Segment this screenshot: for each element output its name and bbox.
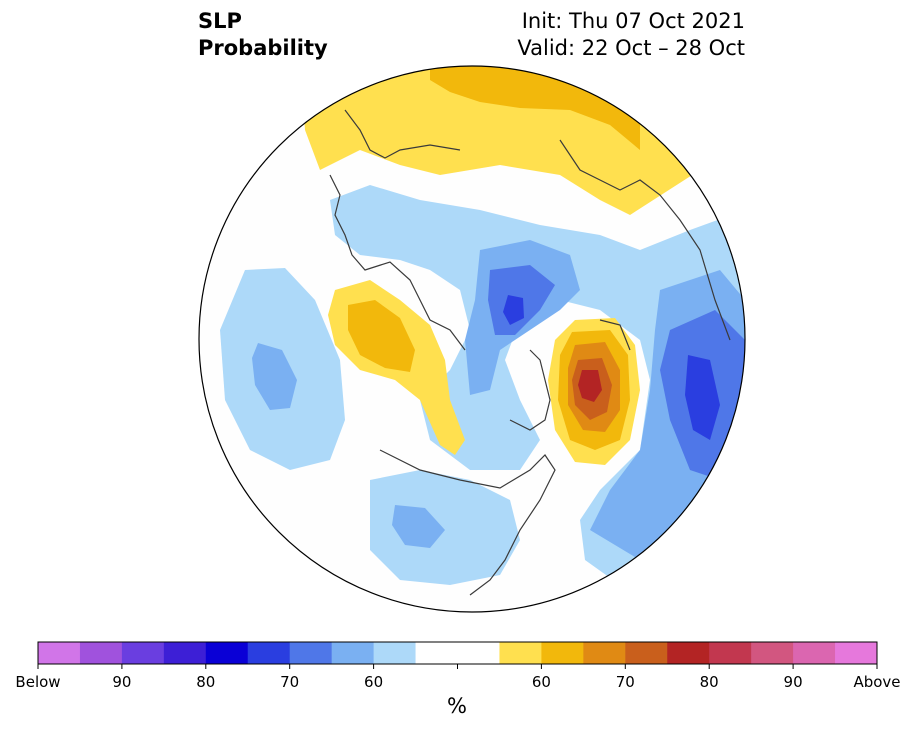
colorbar-tick-label: 80 <box>699 673 719 691</box>
title-right: Init: Thu 07 Oct 2021 Valid: 22 Oct – 28… <box>517 8 745 62</box>
colorbar-cell <box>38 642 81 664</box>
colorbar-cells <box>38 642 878 664</box>
colorbar-cell <box>583 642 626 664</box>
colorbar-tick-label: Above <box>853 673 901 691</box>
colorbar-cell <box>247 642 291 664</box>
colorbar-tick-label: 90 <box>783 673 803 691</box>
coastlines <box>329 109 731 596</box>
colorbar-tick-label: Below <box>15 673 61 691</box>
colorbar-cell <box>457 642 500 664</box>
title-left: SLP Probability <box>198 8 328 62</box>
product-title: Probability <box>198 36 328 60</box>
colorbar-cell <box>121 642 165 664</box>
colorbar-cell <box>289 642 333 664</box>
colorbar-cell <box>415 642 458 664</box>
colorbar-cell <box>709 642 752 664</box>
colorbar-cell <box>625 642 668 664</box>
colorbar-ticks <box>37 664 878 669</box>
above-80-greenland <box>578 370 602 402</box>
colorbar-tick-label: 60 <box>531 673 551 691</box>
colorbar-cell <box>541 642 584 664</box>
colorbar-cell <box>751 642 794 664</box>
colorbar-tick-label: 70 <box>280 673 300 691</box>
colorbar-cell <box>331 642 375 664</box>
colorbar-cell <box>163 642 207 664</box>
valid-range: Valid: 22 Oct – 28 Oct <box>517 36 745 60</box>
colorbar-tick-label: 90 <box>112 673 132 691</box>
below-65-north-america-core <box>392 505 445 548</box>
below-80-atlantic <box>685 355 720 440</box>
above-65-alaska <box>348 300 415 372</box>
colorbar <box>37 641 878 669</box>
init-date: Init: Thu 07 Oct 2021 <box>521 9 745 33</box>
colorbar-cell <box>667 642 710 664</box>
map-disk-border <box>198 65 746 613</box>
colorbar-tick-label: 80 <box>196 673 216 691</box>
below-80-arctic <box>503 295 524 325</box>
colorbar-cell <box>499 642 542 664</box>
colorbar-cell <box>79 642 123 664</box>
colorbar-cell <box>373 642 417 664</box>
colorbar-unit: % <box>447 694 467 718</box>
below-65-pacific-core <box>252 343 297 410</box>
colorbar-tick-label: 70 <box>615 673 635 691</box>
colorbar-cell <box>205 642 249 664</box>
probability-map <box>198 65 746 613</box>
below-60-north-america <box>370 470 520 585</box>
colorbar-tick-label: 60 <box>364 673 384 691</box>
colorbar-cell <box>835 642 878 664</box>
variable-title: SLP <box>198 9 242 33</box>
colorbar-cell <box>793 642 836 664</box>
